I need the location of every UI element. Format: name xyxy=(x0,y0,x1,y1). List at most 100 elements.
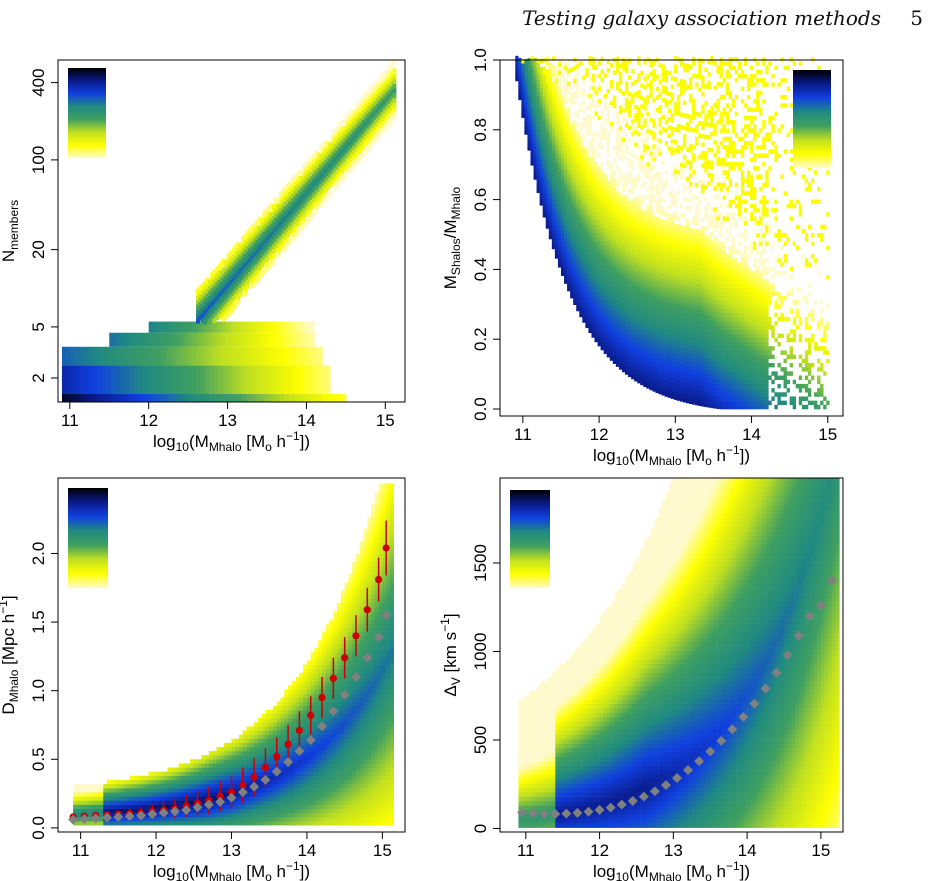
heatmap-cell xyxy=(621,342,626,348)
heatmap-cell xyxy=(551,89,556,95)
heatmap-cell xyxy=(227,365,233,395)
heatmap-cell xyxy=(634,175,638,181)
heatmap-cell xyxy=(527,91,531,97)
heatmap-cell xyxy=(347,139,352,147)
heatmap-cell xyxy=(271,228,276,235)
heatmap-cell xyxy=(600,161,604,166)
heatmap-cell xyxy=(704,151,708,156)
heatmap-cell xyxy=(716,404,720,410)
heatmap-cell xyxy=(631,240,635,246)
heatmap-cell xyxy=(363,129,368,137)
heatmap-cell xyxy=(236,241,241,249)
heatmap-cell xyxy=(689,261,693,266)
heatmap-cell xyxy=(579,212,583,217)
heatmap-cell xyxy=(673,64,678,70)
heatmap-cell xyxy=(248,321,252,333)
heatmap-cell xyxy=(536,180,540,185)
heatmap-cell xyxy=(567,119,571,124)
heatmap-cell xyxy=(533,62,537,67)
heatmap-cell xyxy=(655,216,659,222)
heatmap-cell xyxy=(570,201,574,207)
heatmap-cell xyxy=(579,249,583,255)
heatmap-cell xyxy=(576,130,580,136)
heatmap-cell xyxy=(606,285,611,291)
heatmap-cell xyxy=(582,226,586,231)
heatmap-cell xyxy=(570,122,574,127)
heatmap-cell xyxy=(123,394,129,402)
heatmap-cell xyxy=(618,360,623,366)
heatmap-cell xyxy=(609,356,614,361)
heatmap-cell xyxy=(314,178,319,185)
heatmap-cell xyxy=(676,350,681,355)
heatmap-cell xyxy=(658,297,662,303)
heatmap-cell xyxy=(573,212,577,218)
heatmap-cell xyxy=(643,231,647,237)
heatmap-cell xyxy=(719,371,723,376)
heatmap-cell xyxy=(530,131,534,137)
heatmap-cell xyxy=(530,102,534,107)
heatmap-cell xyxy=(689,177,693,183)
heatmap-cell xyxy=(545,94,550,99)
heatmap-cell xyxy=(600,136,604,141)
heatmap-cell xyxy=(713,282,717,288)
heatmap-cell xyxy=(640,334,644,340)
heatmap-cell xyxy=(649,218,653,223)
heatmap-cell xyxy=(567,274,571,279)
heatmap-cell xyxy=(722,283,726,288)
heatmap-cell xyxy=(335,162,340,170)
heatmap-cell xyxy=(573,112,577,117)
heatmap-cell xyxy=(579,191,583,196)
heatmap-cell xyxy=(704,335,708,341)
heatmap-cell xyxy=(707,273,711,278)
heatmap-cell xyxy=(594,203,598,209)
heatmap-cell xyxy=(643,240,647,245)
heatmap-cell xyxy=(521,84,525,89)
heatmap-cell xyxy=(716,266,720,271)
heatmap-cell xyxy=(646,354,650,360)
heatmap-cell xyxy=(250,253,255,260)
heatmap-cell xyxy=(728,199,733,205)
heatmap-cell xyxy=(309,155,314,163)
heatmap-cell xyxy=(109,394,115,402)
heatmap-cell xyxy=(274,346,280,366)
heatmap-cell xyxy=(579,279,583,284)
heatmap-cell xyxy=(597,245,601,250)
y-tick-label: 400 xyxy=(29,68,48,96)
heatmap-cell xyxy=(375,106,380,113)
heatmap-cell xyxy=(673,177,678,183)
heatmap-cell xyxy=(615,211,620,217)
heatmap-cell xyxy=(278,224,283,232)
heatmap-cell xyxy=(385,81,390,88)
heatmap-cell xyxy=(606,265,611,270)
heatmap-cell xyxy=(245,230,250,238)
heatmap-cell xyxy=(679,338,684,344)
heatmap-cell xyxy=(682,247,687,252)
heatmap-cell xyxy=(716,161,720,167)
heatmap-cell xyxy=(294,321,299,333)
heatmap-cell xyxy=(539,117,543,122)
heatmap-cell xyxy=(655,350,659,356)
heatmap-cell xyxy=(698,384,702,390)
heatmap-cell xyxy=(371,121,376,128)
heatmap-cell xyxy=(576,239,580,245)
heatmap-cell xyxy=(570,235,574,240)
heatmap-cell xyxy=(214,304,219,311)
heatmap-cell xyxy=(609,259,614,265)
heatmap-cell xyxy=(579,90,583,96)
heatmap-cell xyxy=(621,66,626,71)
heatmap-cell xyxy=(655,275,659,280)
heatmap-cell xyxy=(576,164,580,169)
heatmap-cell xyxy=(695,388,699,393)
heatmap-cell xyxy=(333,170,338,177)
heatmap-cell xyxy=(226,290,231,297)
heatmap-cell xyxy=(612,242,617,247)
heatmap-cell xyxy=(356,114,361,121)
heatmap-cell xyxy=(679,305,684,310)
heatmap-cell xyxy=(606,139,611,144)
heatmap-cell xyxy=(682,142,687,148)
heatmap-cell xyxy=(542,112,547,117)
heatmap-cell xyxy=(640,104,644,109)
heatmap-cell xyxy=(621,317,626,323)
heatmap-cell xyxy=(685,390,690,395)
heatmap-cell xyxy=(271,204,276,212)
